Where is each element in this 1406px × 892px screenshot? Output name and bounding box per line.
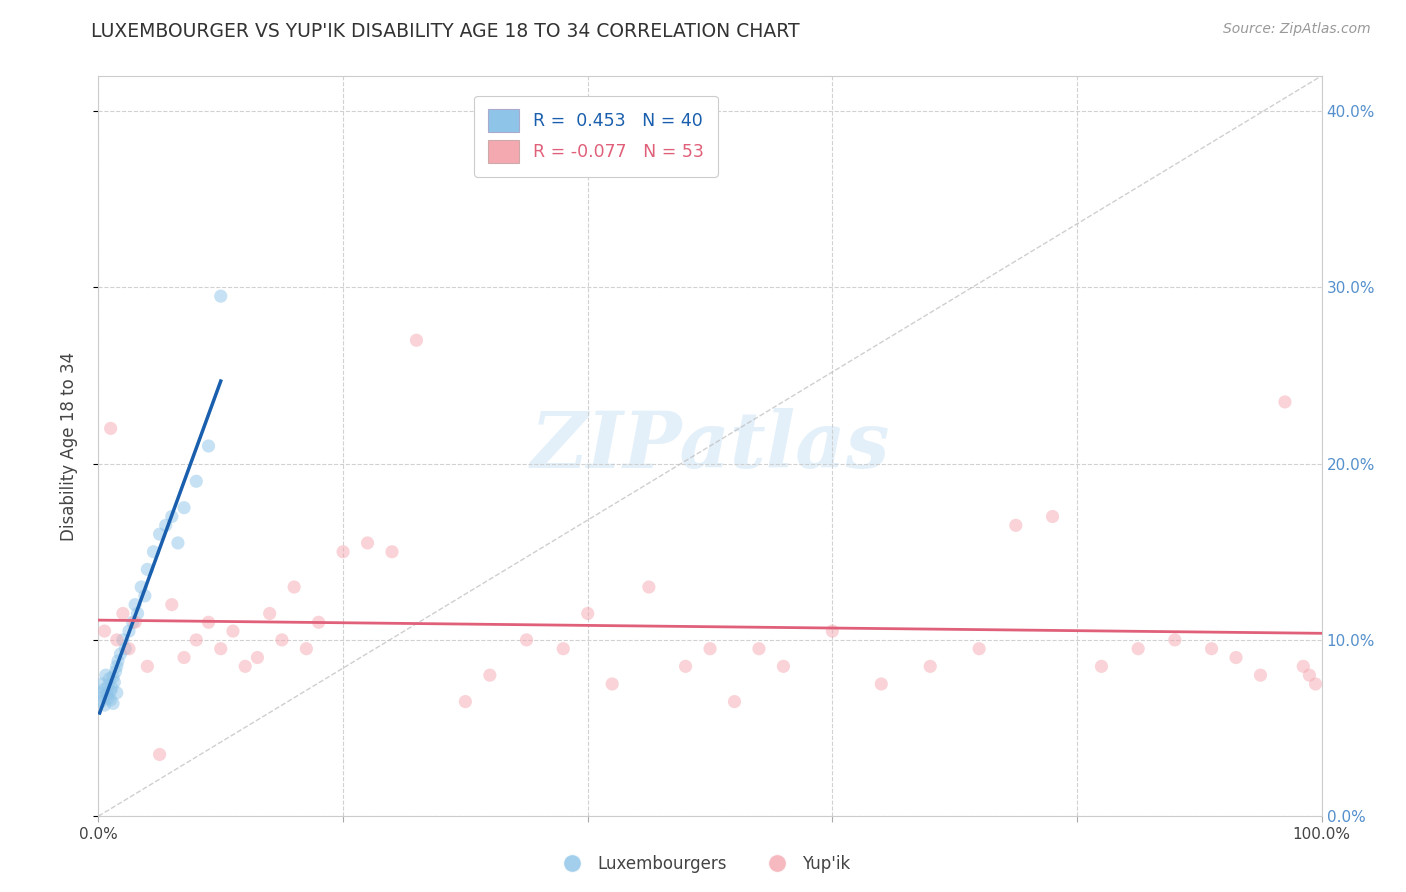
Point <box>90 695 112 709</box>
Legend: R =  0.453   N = 40, R = -0.077   N = 53: R = 0.453 N = 40, R = -0.077 N = 53 <box>474 95 718 177</box>
Point <box>197 439 219 453</box>
Point <box>1201 641 1223 656</box>
Point <box>1128 641 1150 656</box>
Point <box>104 665 127 679</box>
Text: Source: ZipAtlas.com: Source: ZipAtlas.com <box>1223 22 1371 37</box>
Point <box>136 659 159 673</box>
Point <box>748 641 770 656</box>
Point <box>98 672 121 686</box>
Point <box>308 615 330 630</box>
Legend: Luxembourgers, Yup'ik: Luxembourgers, Yup'ik <box>550 848 856 880</box>
Point <box>675 659 697 673</box>
Point <box>134 589 156 603</box>
Point <box>105 686 128 700</box>
Point <box>101 697 124 711</box>
Point <box>173 650 195 665</box>
Point <box>699 641 721 656</box>
Point <box>209 641 232 656</box>
Point <box>1042 509 1064 524</box>
Point <box>93 624 115 639</box>
Point <box>121 615 143 630</box>
Point <box>160 509 183 524</box>
Point <box>1298 668 1320 682</box>
Point <box>283 580 305 594</box>
Point <box>105 659 128 673</box>
Point <box>142 545 165 559</box>
Point <box>101 681 124 695</box>
Point <box>259 607 281 621</box>
Point <box>101 670 124 684</box>
Point <box>100 421 122 435</box>
Point <box>155 518 177 533</box>
Point <box>124 598 146 612</box>
Point <box>967 641 990 656</box>
Point <box>173 500 195 515</box>
Point <box>1090 659 1112 673</box>
Point <box>920 659 942 673</box>
Point <box>93 698 115 712</box>
Point <box>107 654 129 668</box>
Point <box>111 632 134 647</box>
Point <box>515 632 537 647</box>
Point <box>233 659 256 673</box>
Point <box>93 682 115 697</box>
Point <box>160 598 183 612</box>
Point <box>723 695 745 709</box>
Point <box>186 475 208 489</box>
Point <box>124 615 146 630</box>
Point <box>100 684 122 698</box>
Point <box>111 607 134 621</box>
Point <box>149 527 172 541</box>
Point <box>197 615 219 630</box>
Point <box>103 675 125 690</box>
Point <box>127 607 149 621</box>
Point <box>637 580 661 594</box>
Point <box>96 688 118 702</box>
Point <box>129 580 152 594</box>
Point <box>89 686 111 700</box>
Point <box>270 632 294 647</box>
Text: ZIPatlas: ZIPatlas <box>530 408 890 484</box>
Point <box>1225 650 1247 665</box>
Point <box>136 562 159 576</box>
Point <box>222 624 245 639</box>
Y-axis label: Disability Age 18 to 34: Disability Age 18 to 34 <box>59 351 77 541</box>
Point <box>1292 659 1315 673</box>
Point <box>209 289 232 303</box>
Point <box>576 607 599 621</box>
Point <box>1274 395 1296 409</box>
Point <box>114 641 136 656</box>
Point <box>94 668 117 682</box>
Point <box>105 632 128 647</box>
Point <box>600 677 623 691</box>
Point <box>1164 632 1187 647</box>
Point <box>110 647 132 661</box>
Point <box>870 677 893 691</box>
Point <box>91 690 114 704</box>
Text: LUXEMBOURGER VS YUP'IK DISABILITY AGE 18 TO 34 CORRELATION CHART: LUXEMBOURGER VS YUP'IK DISABILITY AGE 18… <box>91 22 800 41</box>
Point <box>356 536 378 550</box>
Point <box>454 695 477 709</box>
Point <box>97 691 120 706</box>
Point <box>772 659 794 673</box>
Point <box>149 747 172 762</box>
Point <box>332 545 354 559</box>
Point <box>97 679 120 693</box>
Point <box>91 677 114 691</box>
Point <box>1249 668 1271 682</box>
Point <box>553 641 575 656</box>
Point <box>100 693 122 707</box>
Point <box>186 632 208 647</box>
Point <box>167 536 190 550</box>
Point <box>1004 518 1026 533</box>
Point <box>118 624 141 639</box>
Point <box>1305 677 1327 691</box>
Point <box>405 333 427 347</box>
Point <box>821 624 844 639</box>
Point <box>478 668 501 682</box>
Point <box>295 641 318 656</box>
Point <box>381 545 404 559</box>
Point <box>246 650 269 665</box>
Point <box>118 641 141 656</box>
